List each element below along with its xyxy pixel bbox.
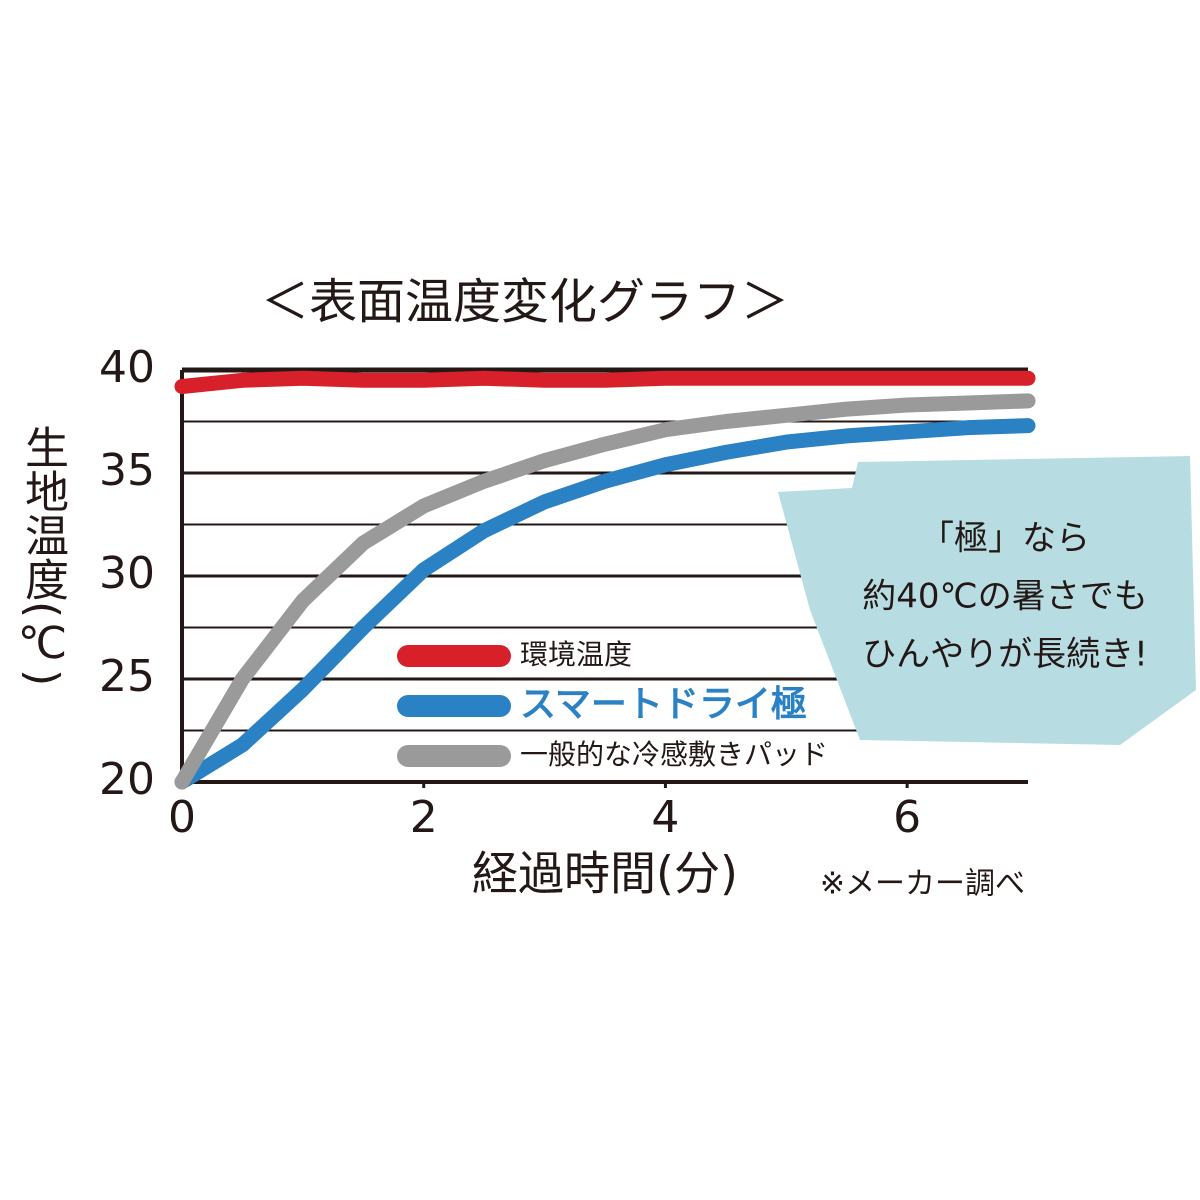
y-tick-label: 30: [99, 548, 155, 599]
y-tick-label: 40: [99, 342, 155, 393]
x-tick-label: 2: [410, 792, 438, 843]
legend-label: 環境温度: [520, 638, 632, 671]
x-axis-label: 経過時間(分): [472, 847, 738, 901]
legend-label: スマートドライ極: [520, 684, 807, 725]
x-tick-label: 0: [168, 792, 196, 843]
y-tick-label: 20: [99, 754, 155, 805]
y-axis-label: 生地温度(℃): [17, 425, 68, 686]
series-line: [174, 393, 1036, 790]
x-tick-label: 6: [893, 792, 921, 843]
callout-text: ひんやりが長続き!: [862, 635, 1148, 675]
callout-text: 「極」なら: [920, 519, 1090, 559]
series-line: [174, 370, 1036, 394]
chart-title: ＜表面温度変化グラフ＞: [261, 274, 789, 330]
x-tick-label: 4: [651, 792, 679, 843]
callout-bubble: [778, 456, 1196, 745]
series-line: [174, 418, 1036, 790]
y-tick-label: 25: [99, 651, 155, 702]
callout-text: 約40℃の暑さでも: [862, 577, 1147, 617]
legend-label: 一般的な冷感敷きパッド: [520, 738, 828, 771]
y-tick-label: 35: [99, 445, 155, 496]
note: ※メーカー調べ: [820, 867, 1025, 902]
